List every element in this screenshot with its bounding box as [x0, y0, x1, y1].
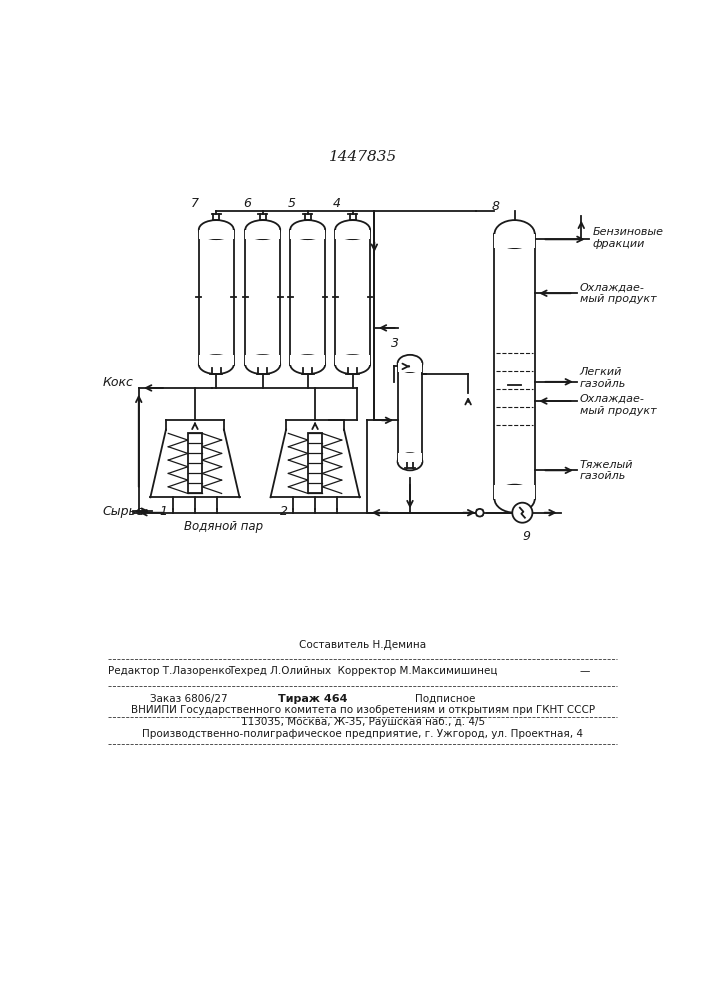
Ellipse shape: [245, 355, 280, 374]
Ellipse shape: [397, 453, 422, 470]
Bar: [494, 485, 534, 499]
Bar: [335, 230, 370, 365]
Text: Бензиновые
фракции: Бензиновые фракции: [593, 227, 664, 249]
Text: Составитель Н.Демина: Составитель Н.Демина: [299, 640, 426, 650]
Text: Сырье: Сырье: [103, 505, 144, 518]
Text: Легкий
газойль: Легкий газойль: [580, 367, 626, 389]
Bar: [335, 230, 370, 239]
Bar: [494, 234, 534, 248]
Ellipse shape: [245, 220, 280, 239]
Text: Кокс: Кокс: [103, 376, 134, 389]
Ellipse shape: [397, 355, 422, 372]
Bar: [245, 230, 280, 365]
Text: 3: 3: [390, 337, 399, 350]
Ellipse shape: [335, 220, 370, 239]
Ellipse shape: [335, 355, 370, 374]
Ellipse shape: [199, 220, 234, 239]
Text: 5: 5: [288, 197, 296, 210]
Text: Тяжелый
газойль: Тяжелый газойль: [580, 460, 633, 481]
Bar: [308, 433, 322, 493]
Text: 6: 6: [243, 197, 251, 210]
Text: Техред Л.Олийных  Корректор М.Максимишинец: Техред Л.Олийных Корректор М.Максимишине…: [228, 666, 498, 676]
Text: —: —: [579, 666, 590, 676]
Bar: [494, 234, 534, 499]
Text: 7: 7: [191, 197, 199, 210]
Circle shape: [476, 509, 484, 517]
Bar: [397, 453, 422, 462]
Text: Заказ 6806/27: Заказ 6806/27: [151, 694, 228, 704]
Text: 113035, Москва, Ж-35, Раушская наб., д. 4/5: 113035, Москва, Ж-35, Раушская наб., д. …: [240, 717, 485, 727]
Ellipse shape: [291, 355, 325, 374]
Text: Редактор Т.Лазоренко: Редактор Т.Лазоренко: [108, 666, 231, 676]
Text: 8: 8: [491, 200, 499, 213]
Ellipse shape: [291, 220, 325, 239]
Bar: [199, 230, 234, 239]
Text: ВНИИПИ Государственного комитета по изобретениям и открытиям при ГКНТ СССР: ВНИИПИ Государственного комитета по изоб…: [131, 705, 595, 715]
Bar: [397, 363, 422, 372]
Ellipse shape: [494, 485, 534, 513]
Bar: [188, 433, 202, 493]
Bar: [245, 230, 280, 239]
Bar: [199, 230, 234, 365]
Circle shape: [513, 503, 532, 523]
Text: 4: 4: [333, 197, 341, 210]
Bar: [291, 230, 325, 239]
Bar: [291, 355, 325, 365]
Text: 2: 2: [280, 505, 288, 518]
Ellipse shape: [494, 220, 534, 248]
Text: Производственно-полиграфическое предприятие, г. Ужгород, ул. Проектная, 4: Производственно-полиграфическое предприя…: [142, 729, 583, 739]
Text: 1: 1: [160, 505, 168, 518]
Bar: [245, 355, 280, 365]
Bar: [397, 363, 422, 462]
Text: Подписное: Подписное: [415, 694, 475, 704]
Bar: [291, 230, 325, 365]
Text: 9: 9: [522, 530, 530, 543]
Text: Охлаждае-
мый продукт: Охлаждае- мый продукт: [580, 394, 656, 416]
Text: 1447835: 1447835: [329, 150, 397, 164]
Bar: [199, 355, 234, 365]
Text: Охлаждае-
мый продукт: Охлаждае- мый продукт: [580, 282, 656, 304]
Ellipse shape: [199, 355, 234, 374]
Text: Водяной пар: Водяной пар: [185, 520, 264, 533]
Text: Тираж 464: Тираж 464: [279, 694, 348, 704]
Bar: [335, 355, 370, 365]
